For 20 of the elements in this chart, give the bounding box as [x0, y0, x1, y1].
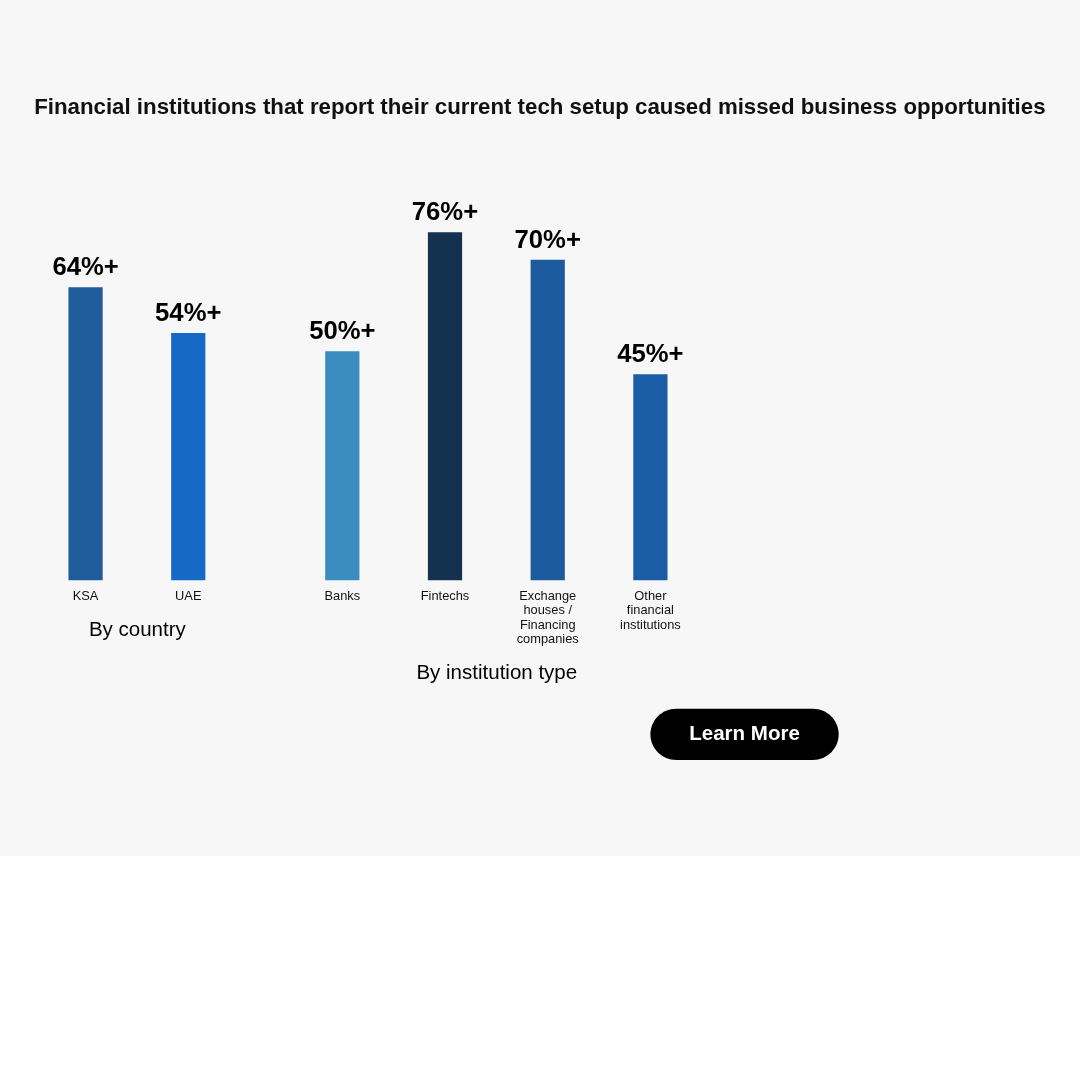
- data-label: 76%+: [411, 197, 479, 226]
- x-tick-label: KSA: [72, 587, 99, 603]
- bar: [325, 351, 360, 581]
- data-label: 70%+: [514, 224, 581, 253]
- x-tick-label: Other financial institutions: [620, 587, 681, 632]
- data-label: 64%+: [52, 252, 119, 281]
- x-tick-label: Fintechs: [420, 587, 470, 603]
- x-axis-title: By institution type: [416, 660, 578, 684]
- bar: [427, 232, 463, 581]
- x-tick-label: Banks: [324, 587, 361, 603]
- text: Learn More: [689, 721, 800, 745]
- x-axis-title: By country: [88, 616, 187, 640]
- x-tick-label: Exchange houses / Financing companies: [516, 587, 579, 647]
- bar: [530, 259, 565, 581]
- data-label: 45%+: [617, 339, 684, 368]
- data-label: 50%+: [309, 316, 376, 345]
- x-tick-label: UAE: [175, 587, 202, 603]
- data-label: 54%+: [155, 298, 222, 326]
- text: Financial institutions that report their current tech setup caused missed business opportunities: [34, 93, 1046, 119]
- bar: [633, 374, 668, 581]
